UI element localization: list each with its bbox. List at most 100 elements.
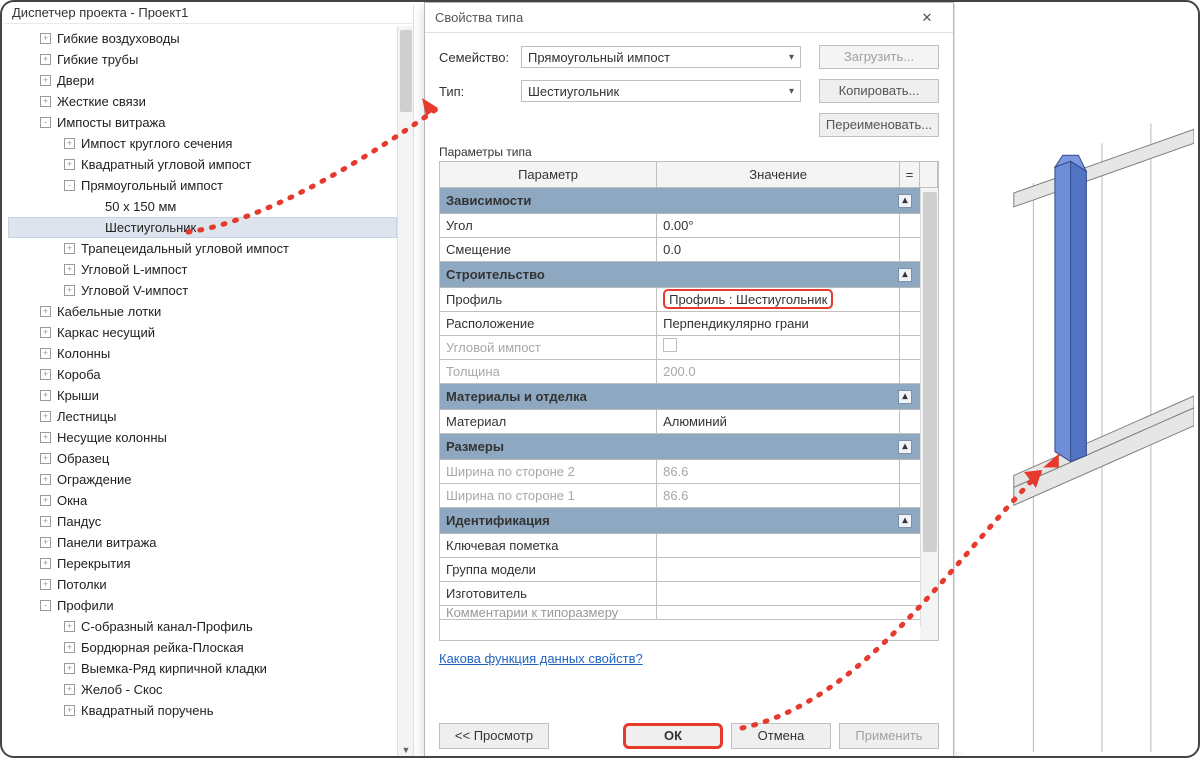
param-section-header[interactable]: Размеры▴ [440,434,920,460]
expand-icon[interactable]: + [40,75,51,86]
scroll-thumb[interactable] [400,30,412,112]
tree-item[interactable]: +Перекрытия [8,553,397,574]
rename-button[interactable]: Переименовать... [819,113,939,137]
tree-scrollbar[interactable]: ▲ ▼ [397,26,413,756]
collapse-icon[interactable]: ▴ [898,390,912,404]
copy-button[interactable]: Копировать... [819,79,939,103]
preview-button[interactable]: << Просмотр [439,723,549,749]
collapse-icon[interactable]: ▴ [898,514,912,528]
help-link[interactable]: Какова функция данных свойств? [439,651,643,666]
tree-item[interactable]: -Профили [8,595,397,616]
close-icon[interactable]: ✕ [909,7,945,29]
tree-item[interactable]: +Квадратный угловой импост [8,154,397,175]
tree-item[interactable]: +Квадратный поручень [8,700,397,721]
expand-icon[interactable]: + [40,558,51,569]
tree-item[interactable]: +Колонны [8,343,397,364]
param-section-header[interactable]: Материалы и отделка▴ [440,384,920,410]
expand-icon[interactable]: + [40,96,51,107]
expand-icon[interactable]: + [64,621,75,632]
param-row[interactable]: Ключевая пометка [440,534,920,558]
family-combo[interactable]: Прямоугольный импост ▾ [521,46,801,68]
param-value[interactable]: 200.0 [657,360,900,384]
param-value[interactable]: 86.6 [657,484,900,508]
tree-item[interactable]: +Угловой V-импост [8,280,397,301]
collapse-icon[interactable]: ▴ [898,194,912,208]
tree-item[interactable]: +Трапецеидальный угловой импост [8,238,397,259]
tree-item[interactable]: +C-образный канал-Профиль [8,616,397,637]
expand-icon[interactable]: + [40,54,51,65]
3d-viewport[interactable] [954,4,1194,752]
type-combo[interactable]: Шестиугольник ▾ [521,80,801,102]
tree-item[interactable]: +Гибкие трубы [8,49,397,70]
tree-item[interactable]: +Двери [8,70,397,91]
expand-icon[interactable]: + [64,264,75,275]
param-row[interactable]: Ширина по стороне 186.6 [440,484,920,508]
tree-item[interactable]: -Прямоугольный импост [8,175,397,196]
expand-icon[interactable]: + [40,516,51,527]
tree-item[interactable]: +Бордюрная рейка-Плоская [8,637,397,658]
tree-item[interactable]: +Жесткие связи [8,91,397,112]
expand-icon[interactable]: + [40,390,51,401]
collapse-icon[interactable]: ▴ [898,440,912,454]
tree-item[interactable]: +Ограждение [8,469,397,490]
param-row[interactable]: Ширина по стороне 286.6 [440,460,920,484]
param-value[interactable]: Профиль : Шестиугольник [657,288,900,312]
param-section-header[interactable]: Идентификация▴ [440,508,920,534]
param-row[interactable]: Смещение0.0 [440,238,920,262]
param-row[interactable]: РасположениеПерпендикулярно грани [440,312,920,336]
grid-scrollbar[interactable] [920,188,938,626]
ok-button[interactable]: ОК [623,723,723,749]
expand-icon[interactable]: + [40,327,51,338]
expand-icon[interactable]: + [64,684,75,695]
param-row[interactable]: ПрофильПрофиль : Шестиугольник [440,288,920,312]
expand-icon[interactable]: + [40,432,51,443]
collapse-icon[interactable]: - [64,180,75,191]
tree-item[interactable]: +Лестницы [8,406,397,427]
tree-item[interactable]: Шестиугольник [8,217,397,238]
expand-icon[interactable]: + [40,453,51,464]
tree-item[interactable]: +Несущие колонны [8,427,397,448]
expand-icon[interactable]: + [64,285,75,296]
expand-icon[interactable]: + [40,474,51,485]
project-tree[interactable]: +Гибкие воздуховоды+Гибкие трубы+Двери+Ж… [4,26,397,756]
expand-icon[interactable]: + [64,642,75,653]
param-row[interactable]: Группа модели [440,558,920,582]
collapse-icon[interactable]: ▴ [898,268,912,282]
param-value[interactable]: Перпендикулярно грани [657,312,900,336]
tree-item[interactable]: 50 x 150 мм [8,196,397,217]
param-section-header[interactable]: Строительство▴ [440,262,920,288]
expand-icon[interactable]: + [40,369,51,380]
param-value[interactable]: 0.0 [657,238,900,262]
param-value[interactable]: 86.6 [657,460,900,484]
param-row[interactable]: Изготовитель [440,582,920,606]
tree-item[interactable]: +Потолки [8,574,397,595]
tree-item[interactable]: +Образец [8,448,397,469]
tree-item[interactable]: +Желоб - Скос [8,679,397,700]
expand-icon[interactable]: + [64,138,75,149]
param-row[interactable]: Толщина200.0 [440,360,920,384]
expand-icon[interactable]: + [40,306,51,317]
tree-item[interactable]: +Угловой L-импост [8,259,397,280]
expand-icon[interactable]: + [40,33,51,44]
tree-item[interactable]: +Каркас несущий [8,322,397,343]
cancel-button[interactable]: Отмена [731,723,831,749]
expand-icon[interactable]: + [40,579,51,590]
param-value[interactable] [657,336,900,360]
tree-item[interactable]: +Импост круглого сечения [8,133,397,154]
expand-icon[interactable]: + [40,348,51,359]
tree-item[interactable]: +Панели витража [8,532,397,553]
tree-item[interactable]: +Короба [8,364,397,385]
expand-icon[interactable]: + [64,243,75,254]
collapse-icon[interactable]: - [40,600,51,611]
load-button[interactable]: Загрузить... [819,45,939,69]
expand-icon[interactable]: + [40,411,51,422]
expand-icon[interactable]: + [64,705,75,716]
apply-button[interactable]: Применить [839,723,939,749]
expand-icon[interactable]: + [40,537,51,548]
tree-item[interactable]: +Окна [8,490,397,511]
expand-icon[interactable]: + [64,159,75,170]
tree-item[interactable]: +Крыши [8,385,397,406]
param-section-header[interactable]: Зависимости▴ [440,188,920,214]
collapse-icon[interactable]: - [40,117,51,128]
param-value[interactable]: Алюминий [657,410,900,434]
